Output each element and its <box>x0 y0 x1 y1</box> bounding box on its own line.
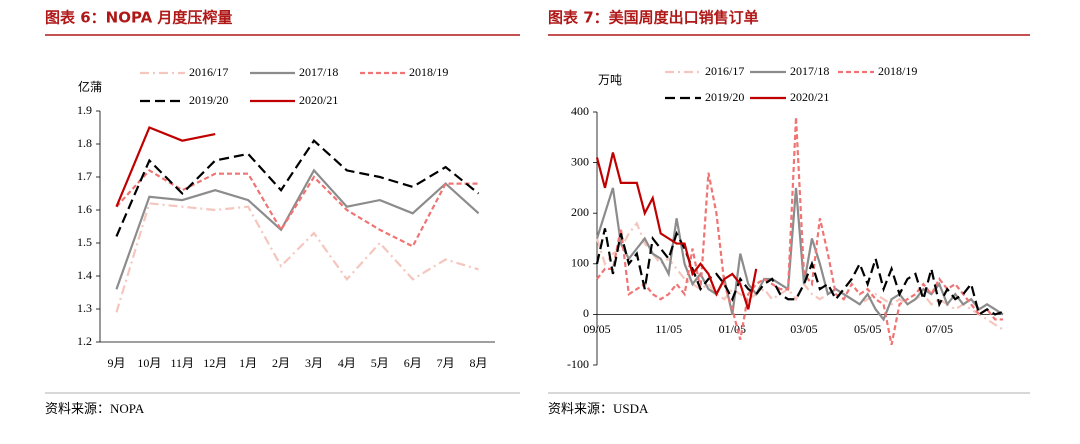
legend-label: 2016/17 <box>705 64 744 78</box>
legend-label: 2019/20 <box>189 93 228 107</box>
y-tick-label: 100 <box>571 256 589 270</box>
y-tick-label: 1.6 <box>77 202 92 216</box>
chart-title: 图表 6：NOPA 月度压榨量 <box>45 9 232 27</box>
source: 资料来源：USDA <box>548 401 649 416</box>
legend-label: 2019/20 <box>705 90 744 104</box>
y-tick-label: 1.9 <box>77 103 92 117</box>
x-tick-label: 3月 <box>305 356 323 370</box>
legend-label: 2017/18 <box>790 64 829 78</box>
y-tick-label: 1.4 <box>77 268 92 282</box>
x-tick-label: 7月 <box>437 356 455 370</box>
y-tick-label: 300 <box>571 154 589 168</box>
x-tick-label: 03/05 <box>790 322 817 336</box>
y-tick-label: 1.8 <box>77 136 92 150</box>
series-line <box>595 152 758 310</box>
legend-label: 2016/17 <box>189 65 228 79</box>
y-tick-label: 400 <box>571 104 589 118</box>
x-tick-label: 11/05 <box>655 322 682 336</box>
legend-label: 2017/18 <box>299 65 338 79</box>
x-tick-label: 8月 <box>470 356 488 370</box>
x-tick-label: 1月 <box>239 356 257 370</box>
x-tick-label: 12月 <box>203 356 227 370</box>
legend-label: 2018/19 <box>878 64 917 78</box>
source: 资料来源：NOPA <box>45 401 145 416</box>
y-tick-label: 1.2 <box>77 334 92 348</box>
y-axis-label: 万吨 <box>598 73 622 87</box>
y-tick-label: 1.3 <box>77 301 92 315</box>
legend-label: 2020/21 <box>299 93 338 107</box>
series-line <box>115 168 480 290</box>
y-tick-label: 0 <box>583 306 589 320</box>
y-axis-label: 亿蒲 <box>78 79 102 94</box>
x-tick-label: 07/05 <box>926 322 953 336</box>
legend-label: 2018/19 <box>409 65 448 79</box>
x-tick-label: 4月 <box>338 356 356 370</box>
y-tick-label: 200 <box>571 205 589 219</box>
legend-label: 2020/21 <box>790 90 829 104</box>
x-tick-label: 2月 <box>272 356 290 370</box>
y-tick-label: 1.7 <box>77 169 92 183</box>
y-tick-label: -100 <box>567 357 589 371</box>
x-tick-label: 6月 <box>404 356 422 370</box>
y-tick-label: 1.5 <box>77 235 92 249</box>
chart-title: 图表 7：美国周度出口销售订单 <box>548 9 759 27</box>
x-tick-label: 5月 <box>371 356 389 370</box>
series-line <box>115 202 479 313</box>
x-tick-label: 05/05 <box>854 322 881 336</box>
series-line <box>115 126 216 208</box>
series-line <box>595 228 1004 317</box>
x-tick-label: 9月 <box>107 356 125 370</box>
x-tick-label: 11月 <box>171 356 195 370</box>
x-tick-label: 10月 <box>137 356 161 370</box>
x-tick-label: 09/05 <box>583 322 610 336</box>
series-line <box>115 139 480 237</box>
